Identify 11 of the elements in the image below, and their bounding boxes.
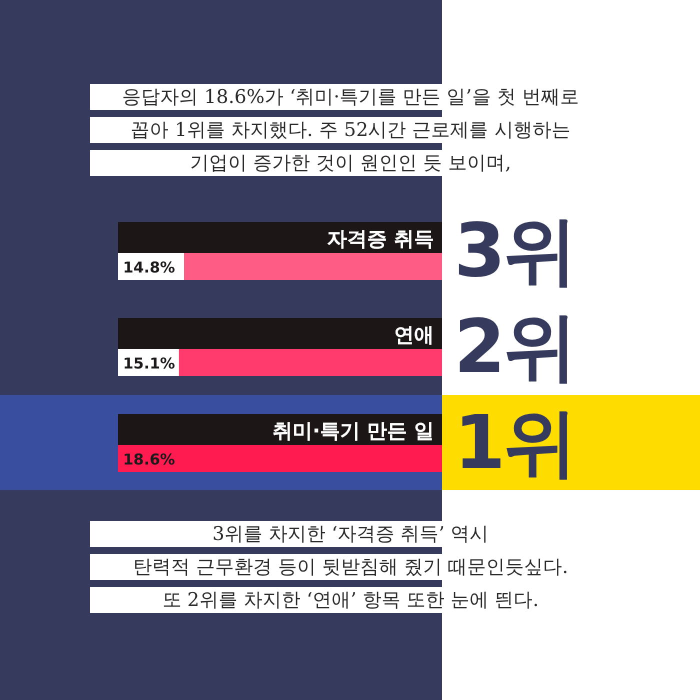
data-label: 18.6%	[123, 450, 176, 468]
y-tick-label: 취미·특기 만든 일	[272, 418, 434, 442]
text: 1위	[454, 400, 576, 486]
y-tick-label: 자격증 취득	[327, 226, 434, 250]
text: 3위	[454, 208, 576, 294]
text: 3위를 차지한 ‘자격증 취득’ 역시 탄력적 근무환경 등이 뒷받침해 줬기 때문인듯싶다. 또 2위를 차지한 ‘연애’ 항목 또한 눈에 띈다.	[132, 523, 568, 611]
data-label: 15.1%	[123, 354, 176, 372]
chart-title: 응답자의 18.6%가 ‘취미·특기를 만든 일’을 첫 번째로 꼽아 1위를 차지했다. 주 52시간 근로제를 시행하는 기업이 증가한 것이 원인인 듯 보이며,	[122, 86, 579, 174]
text: 2위	[454, 304, 576, 390]
data-label: 14.8%	[123, 258, 176, 276]
y-tick-label: 연애	[394, 322, 434, 346]
